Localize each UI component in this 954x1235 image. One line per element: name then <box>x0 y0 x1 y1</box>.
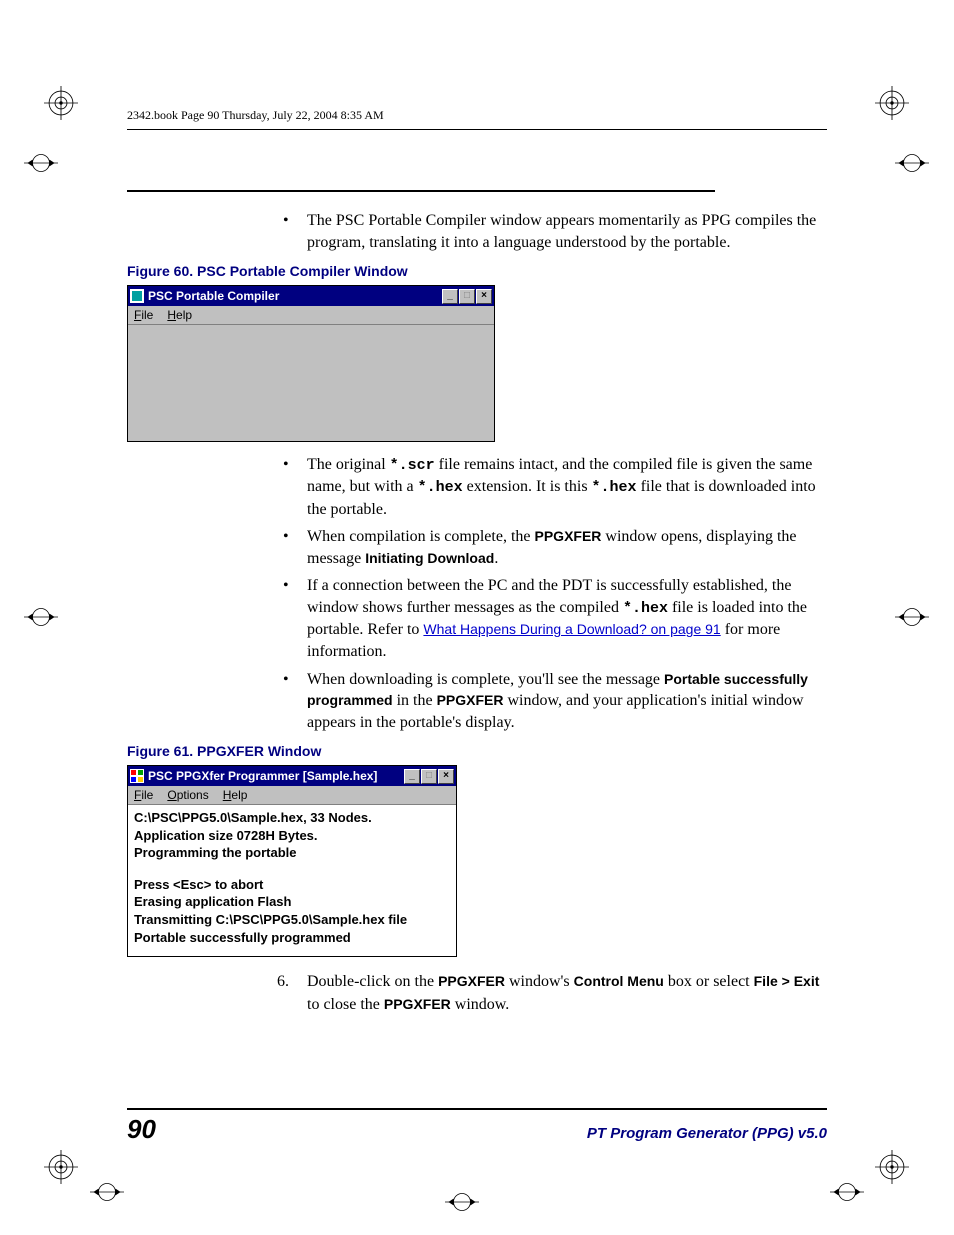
window-title: PSC PPGXfer Programmer [Sample.hex] <box>148 769 377 783</box>
running-head: 2342.book Page 90 Thursday, July 22, 200… <box>127 108 827 123</box>
app-icon <box>130 289 144 303</box>
output-line: Erasing application Flash <box>134 893 450 911</box>
psc-compiler-window: PSC Portable Compiler _ □ × File Help <box>127 285 495 442</box>
menu-file[interactable]: File <box>134 308 153 322</box>
arrowmark-tr <box>895 146 929 180</box>
menu-help[interactable]: Help <box>223 788 248 802</box>
output-line: Application size 0728H Bytes. <box>134 827 450 845</box>
footer-rule <box>127 1108 827 1110</box>
maximize-button[interactable]: □ <box>459 289 475 304</box>
xref-link[interactable]: What Happens During a Download? on page … <box>423 621 720 637</box>
head-rule <box>127 129 827 130</box>
step-6: 6. Double-click on the PPGXFER window's … <box>277 971 827 1016</box>
app-icon <box>130 769 144 783</box>
step-list: 6. Double-click on the PPGXFER window's … <box>277 971 827 1016</box>
bullet-list-1: The PSC Portable Compiler window appears… <box>277 210 827 253</box>
page-body: 2342.book Page 90 Thursday, July 22, 200… <box>127 108 827 1016</box>
figure-60-caption: Figure 60. PSC Portable Compiler Window <box>127 263 827 279</box>
menu-file[interactable]: File <box>134 788 153 802</box>
bullet-item: The original *.scr file remains intact, … <box>277 454 827 520</box>
regmark-br <box>875 1150 909 1184</box>
regmark-top-right <box>875 86 909 120</box>
client-area <box>128 325 494 441</box>
bullet-item: The PSC Portable Compiler window appears… <box>277 210 827 253</box>
close-button[interactable]: × <box>438 769 454 784</box>
bullet-item: When compilation is complete, the PPGXFE… <box>277 526 827 569</box>
menu-options[interactable]: Options <box>167 788 208 802</box>
output-line: Transmitting C:\PSC\PPG5.0\Sample.hex fi… <box>134 911 450 929</box>
regmark-top-left <box>44 86 78 120</box>
page-number: 90 <box>127 1114 156 1145</box>
arrowmark-bc <box>445 1185 479 1219</box>
output-line: C:\PSC\PPG5.0\Sample.hex, 33 Nodes. <box>134 809 450 827</box>
arrowmark-ml <box>24 600 58 634</box>
arrowmark-mr <box>895 600 929 634</box>
output-line: Portable successfully programmed <box>134 929 450 947</box>
bullet-item: When downloading is complete, you'll see… <box>277 669 827 734</box>
arrowmark-bl <box>90 1175 124 1209</box>
output-line: Programming the portable <box>134 844 450 862</box>
menubar: File Help <box>128 306 494 325</box>
arrowmark-tl <box>24 146 58 180</box>
minimize-button[interactable]: _ <box>404 769 420 784</box>
maximize-button[interactable]: □ <box>421 769 437 784</box>
menubar: File Options Help <box>128 786 456 805</box>
regmark-bl <box>44 1150 78 1184</box>
titlebar: PSC PPGXfer Programmer [Sample.hex] _ □ … <box>128 766 456 786</box>
menu-help[interactable]: Help <box>167 308 192 322</box>
step-number: 6. <box>277 971 289 993</box>
titlebar: PSC Portable Compiler _ □ × <box>128 286 494 306</box>
minimize-button[interactable]: _ <box>442 289 458 304</box>
output-line: Press <Esc> to abort <box>134 876 450 894</box>
figure-61-caption: Figure 61. PPGXFER Window <box>127 743 827 759</box>
body-rule <box>127 190 715 192</box>
footer-title: PT Program Generator (PPG) v5.0 <box>587 1125 827 1142</box>
arrowmark-br2 <box>830 1175 864 1209</box>
client-area: C:\PSC\PPG5.0\Sample.hex, 33 Nodes. Appl… <box>128 805 456 956</box>
ppgxfer-window: PSC PPGXfer Programmer [Sample.hex] _ □ … <box>127 765 457 957</box>
bullet-text: The PSC Portable Compiler window appears… <box>307 212 816 251</box>
page-footer: 90 PT Program Generator (PPG) v5.0 <box>127 1108 827 1145</box>
bullet-list-2: The original *.scr file remains intact, … <box>277 454 827 733</box>
bullet-item: If a connection between the PC and the P… <box>277 575 827 662</box>
close-button[interactable]: × <box>476 289 492 304</box>
window-title: PSC Portable Compiler <box>148 289 279 303</box>
